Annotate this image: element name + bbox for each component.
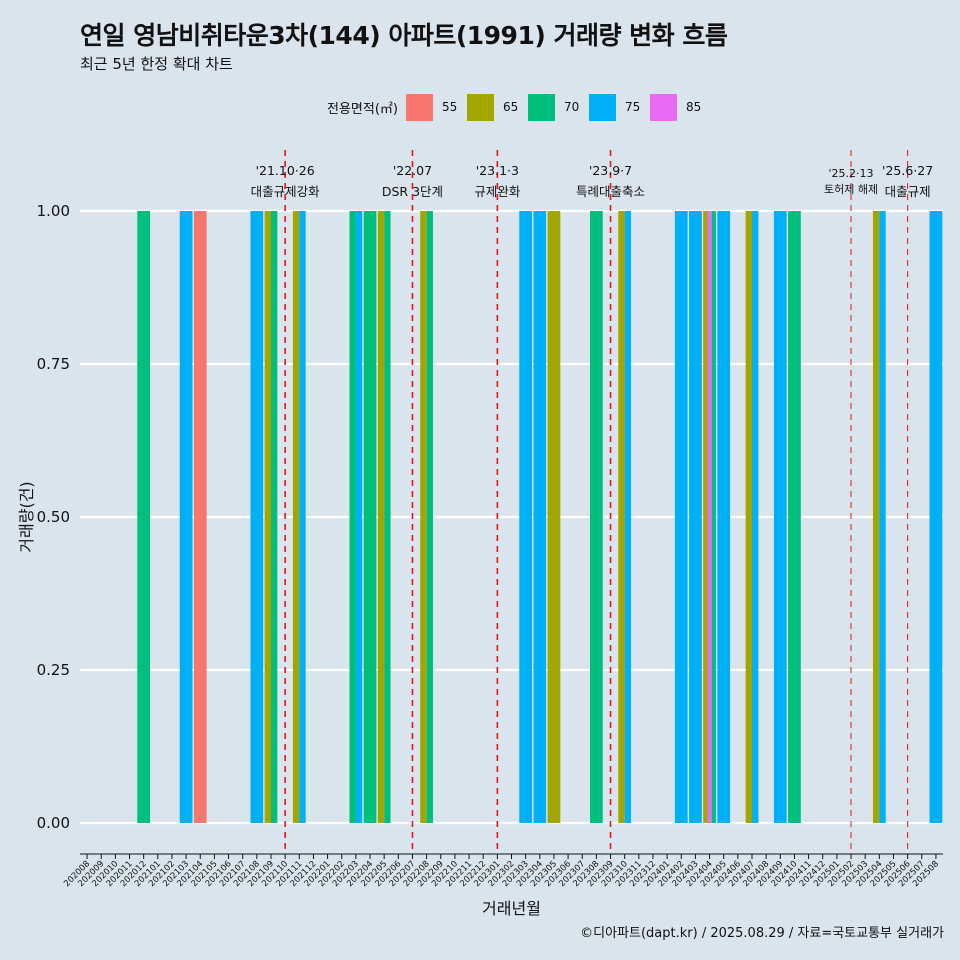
- legend-swatch: [588, 93, 616, 121]
- legend-title: 전용면적(㎡): [327, 101, 398, 117]
- y-tick-label: 0.50: [37, 508, 70, 526]
- bar-202405-75: [717, 211, 731, 823]
- legend-item-70: 70: [527, 93, 580, 121]
- event-name-label: 특례대출축소: [576, 184, 645, 199]
- legend-item-65: 65: [466, 93, 519, 121]
- y-tick-label: 1.00: [37, 202, 70, 220]
- legend-item-75: 75: [588, 93, 641, 121]
- bar-202407-75: [752, 211, 759, 823]
- legend-label: 75: [624, 100, 641, 114]
- event-name-label: 대출규제: [885, 184, 931, 199]
- legend: 전용면적(㎡) 55 65 70 75 85: [327, 92, 711, 122]
- bar-202504-65: [872, 211, 880, 823]
- bar-202404-65: [703, 211, 708, 823]
- bar-202508-75: [929, 211, 943, 823]
- bar-202103-75: [179, 211, 193, 823]
- bar-202303-75: [519, 211, 533, 823]
- event-date-label: '23.9·7: [589, 163, 632, 178]
- event-date-label: '21.10·26: [256, 163, 315, 178]
- bar-202407-65: [745, 211, 753, 823]
- bar-202403-75: [689, 211, 702, 823]
- bar-202109-70: [270, 211, 278, 823]
- event-layer: '21.10·26 대출규제강화 '22.07 DSR 3단계 '23.1·3 규제완화 '…: [251, 150, 933, 854]
- bar-202208-65: [420, 211, 427, 823]
- bar-202410-70: [788, 211, 801, 823]
- bar-202205-70: [384, 211, 391, 823]
- chart-subtitle: 최근 5년 한정 확대 차트: [80, 55, 233, 73]
- legend-label: 55: [441, 100, 458, 114]
- legend-label: 65: [502, 100, 519, 114]
- event-name-label: 대출규제강화: [251, 184, 321, 199]
- legend-swatch: [527, 93, 555, 121]
- legend-label: 70: [563, 100, 580, 114]
- bar-202203-70: [349, 211, 356, 823]
- event-date-label: '22.07: [393, 163, 432, 178]
- bar-202310-75: [624, 211, 632, 823]
- legend-label: 85: [685, 100, 702, 114]
- bar-202205-65: [377, 211, 385, 823]
- legend-swatch: [405, 93, 433, 121]
- event-date-label: '23.1·3: [476, 163, 519, 178]
- bar-202404-70: [711, 211, 716, 823]
- event-name-label: DSR 3단계: [382, 184, 443, 199]
- bar-202012-70: [137, 211, 151, 823]
- legend-swatch: [466, 93, 494, 121]
- bar-202108-75: [250, 211, 264, 823]
- y-tick-label: 0.25: [37, 661, 70, 679]
- bar-202204-70: [363, 211, 377, 823]
- bar-202111-65: [292, 211, 300, 823]
- event-name-label: 규제완화: [474, 184, 521, 199]
- y-tick-label: 0.75: [37, 355, 70, 373]
- y-tick-label: 0.00: [37, 814, 70, 832]
- bar-202402-75: [674, 211, 688, 823]
- event-date-label: '25.6·27: [882, 163, 933, 178]
- legend-swatch: [649, 93, 677, 121]
- legend-item-55: 55: [405, 93, 458, 121]
- grid-layer: [80, 209, 943, 825]
- axis-layer: 0.000.250.500.751.0020200820200920201020…: [17, 202, 943, 918]
- bar-202109-65: [264, 211, 271, 823]
- bar-202203-75: [355, 211, 363, 823]
- event-name-label: 토허제 해제: [824, 182, 878, 196]
- bar-202305-65: [547, 211, 561, 823]
- bar-202208-70: [426, 211, 433, 823]
- bar-202111-75: [299, 211, 306, 823]
- event-date-label: '25.2·13: [829, 167, 874, 180]
- bar-202404-85: [707, 211, 712, 823]
- bar-202409-75: [773, 211, 787, 823]
- chart-title: 연일 영남비취타운3차(144) 아파트(1991) 거래량 변화 흐름: [80, 21, 728, 50]
- bar-layer: [137, 211, 943, 823]
- bar-202310-65: [618, 211, 625, 823]
- bar-202308-70: [590, 211, 603, 823]
- bar-202104-55: [193, 211, 207, 823]
- y-axis-title: 거래량(건): [17, 481, 36, 552]
- x-axis-title: 거래년월: [482, 899, 541, 918]
- source-caption: ©디아파트(dapt.kr) / 2025.08.29 / 자료=국토교통부 실…: [580, 926, 944, 941]
- legend-item-85: 85: [649, 93, 702, 121]
- bar-202504-75: [879, 211, 886, 823]
- bar-202304-75: [533, 211, 547, 823]
